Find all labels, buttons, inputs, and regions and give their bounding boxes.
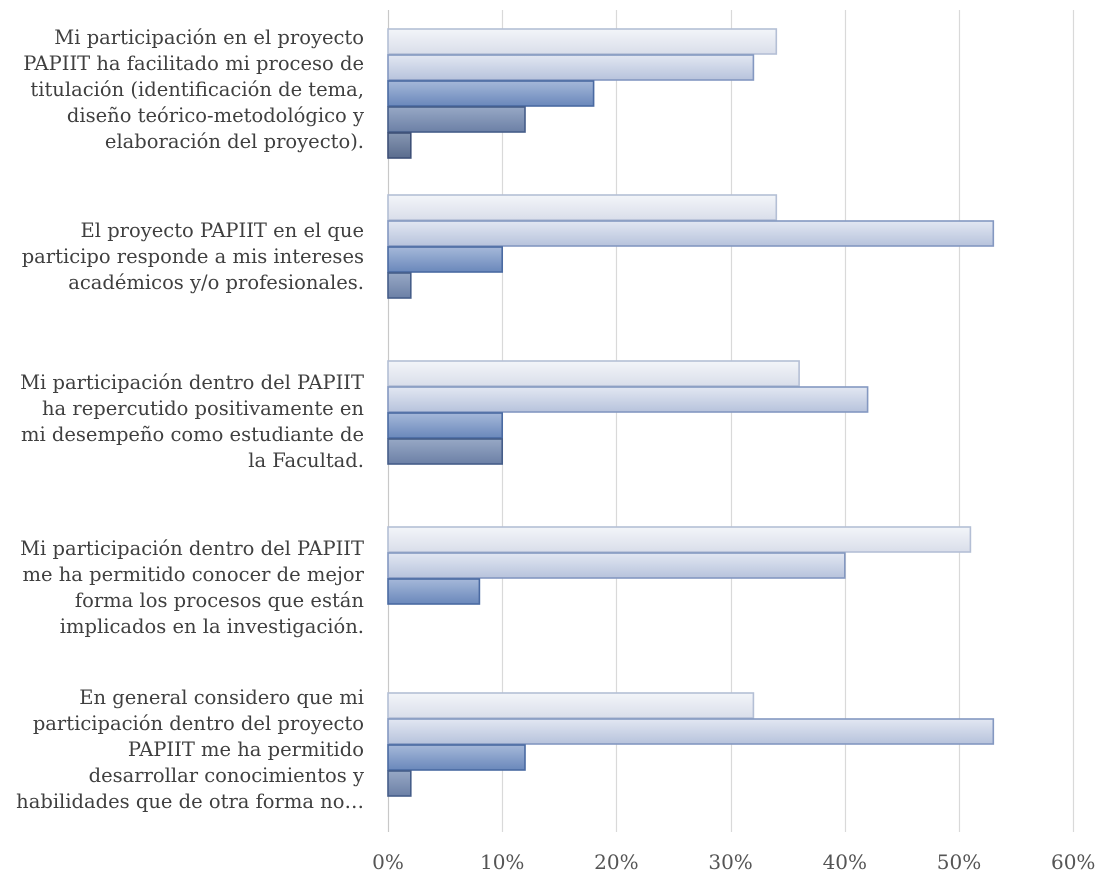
x-tick-label: 10% [480, 850, 524, 874]
bar [387, 386, 869, 413]
bar [387, 54, 755, 81]
bar [387, 412, 503, 439]
x-tick-label: 20% [594, 850, 638, 874]
category-label: Mi participación dentro del PAPIIT me ha… [20, 537, 364, 638]
bar [387, 106, 526, 133]
bar [387, 132, 412, 159]
bar [387, 744, 526, 771]
x-tick-label: 30% [708, 850, 752, 874]
bar [387, 578, 481, 605]
x-tick-label: 40% [823, 850, 867, 874]
gridlines [387, 10, 1075, 832]
x-tick-label: 50% [937, 850, 981, 874]
bar [387, 770, 412, 797]
bar [387, 272, 412, 299]
x-tick-label: 0% [372, 850, 404, 874]
x-axis-tick-labels: 0% 10% 20% 30% 40% 50% 60% [372, 850, 1095, 874]
bar [387, 360, 800, 387]
bar [387, 438, 503, 465]
bar [387, 718, 995, 745]
bar [387, 220, 995, 247]
bar [387, 80, 595, 107]
x-tick-label: 60% [1051, 850, 1095, 874]
bar [387, 526, 972, 553]
bar [387, 692, 755, 719]
category-label: Mi participación dentro del PAPIIT ha re… [20, 371, 364, 472]
category-label: El proyecto PAPIIT en el que participo r… [21, 219, 364, 294]
category-label: En general considero que mi participació… [16, 686, 364, 813]
bar [387, 246, 503, 273]
bar [387, 552, 846, 579]
bars [387, 28, 995, 797]
bar [387, 194, 778, 221]
category-label: Mi participación en el proyecto PAPIIT h… [23, 26, 364, 153]
bar [387, 28, 778, 55]
